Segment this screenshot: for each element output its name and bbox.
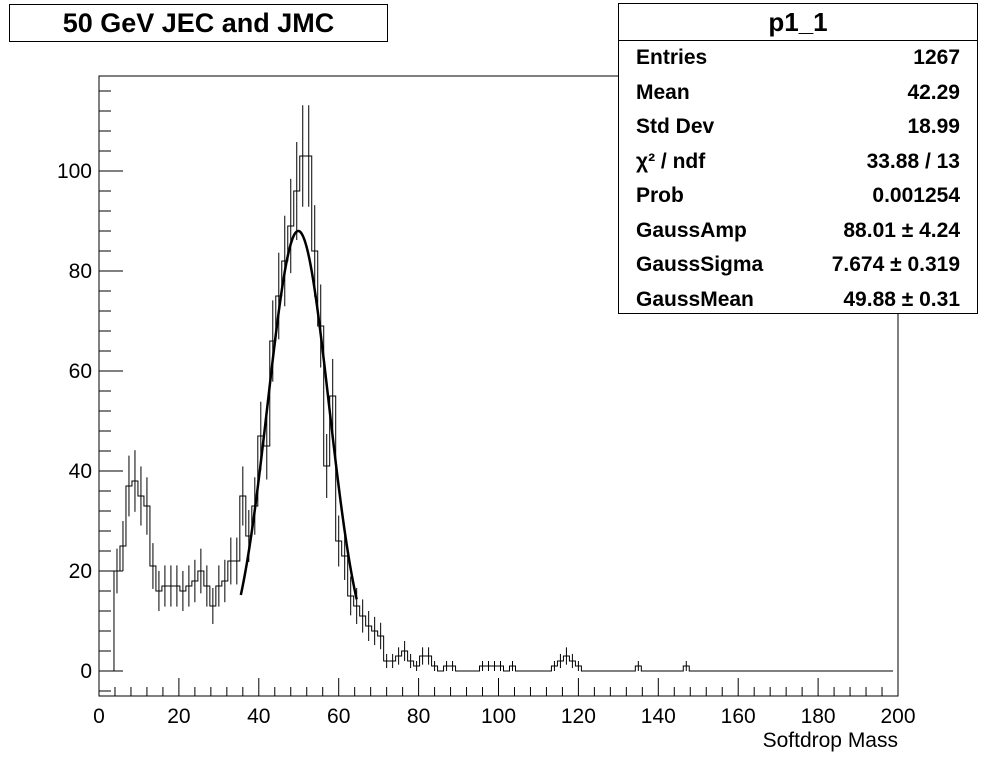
fit-line	[239, 229, 358, 600]
stat-row: Mean 42.29	[619, 76, 977, 111]
stat-value: 18.99	[907, 115, 960, 138]
stat-label: GaussAmp	[636, 218, 747, 242]
x-tick-label: 0	[93, 705, 105, 728]
stat-label: Entries	[636, 46, 708, 69]
stat-label: χ² / ndf	[636, 149, 706, 173]
y-axis: 0 20 40 60 80 100	[57, 90, 123, 692]
histogram-steps	[113, 155, 894, 672]
stat-row: Entries 1267	[619, 41, 977, 76]
stat-value: 1267	[913, 46, 960, 69]
stat-row: Std Dev 18.99	[619, 110, 977, 145]
stat-value: 49.88 ± 0.31	[843, 287, 960, 311]
stats-title: p1_1	[619, 4, 977, 41]
histogram-line	[113, 155, 894, 672]
y-tick-label: 100	[57, 160, 92, 183]
x-tick-label: 60	[327, 705, 350, 728]
stat-row: GaussMean 49.88 ± 0.31	[619, 283, 977, 318]
stat-value: 33.88 / 13	[866, 149, 960, 173]
stats-box: p1_1 Entries 1267 Mean 42.29 Std Dev 18.…	[618, 3, 978, 314]
stat-row: GaussAmp 88.01 ± 4.24	[619, 214, 977, 249]
x-tick-label: 200	[880, 705, 915, 728]
x-tick-label: 80	[407, 705, 430, 728]
stat-value: 88.01 ± 4.24	[843, 218, 960, 242]
x-axis: 0 20 40 60 80 100 120 140 160 180 200	[93, 678, 916, 728]
stat-label: GaussMean	[636, 287, 754, 311]
y-tick-label: 40	[69, 460, 92, 483]
x-tick-label: 180	[801, 705, 836, 728]
x-axis-title: Softdrop Mass	[763, 729, 898, 752]
x-tick-label: 100	[481, 705, 516, 728]
stat-label: Prob	[636, 184, 684, 207]
chart-title: 50 GeV JEC and JMC	[9, 4, 388, 42]
x-tick-label: 40	[247, 705, 270, 728]
gauss-fit-curve	[239, 229, 358, 600]
stat-label: Std Dev	[636, 115, 715, 138]
y-tick-label: 80	[69, 260, 92, 283]
stat-value: 42.29	[907, 80, 960, 104]
y-tick-label: 60	[69, 360, 92, 383]
stat-row: χ² / ndf 33.88 / 13	[619, 145, 977, 180]
y-tick-label: 20	[69, 560, 92, 583]
stat-row: GaussSigma 7.674 ± 0.319	[619, 248, 977, 283]
stat-label: GaussSigma	[636, 253, 764, 276]
x-tick-label: 140	[641, 705, 676, 728]
stats-rows: Entries 1267 Mean 42.29 Std Dev 18.99 χ²…	[619, 41, 977, 317]
x-tick-label: 160	[721, 705, 756, 728]
y-tick-label: 0	[80, 660, 92, 683]
x-tick-label: 20	[167, 705, 190, 728]
x-tick-label: 120	[561, 705, 596, 728]
stat-label: Mean	[636, 80, 690, 104]
stat-value: 0.001254	[872, 184, 960, 207]
stat-row: Prob 0.001254	[619, 179, 977, 214]
stat-value: 7.674 ± 0.319	[831, 253, 960, 276]
